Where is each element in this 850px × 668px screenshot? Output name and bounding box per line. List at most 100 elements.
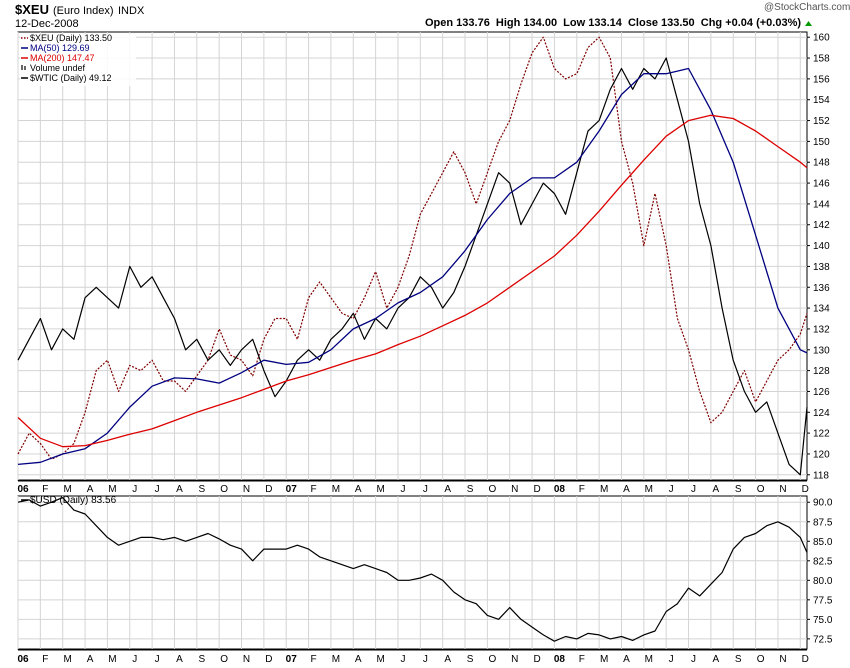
legend-entry-ma200: MA(200) 147.47 — [30, 53, 95, 63]
usd-x-tick-labels: 06 F M A M J J A S O N D 07 F M A M J J A S O N D 08 F M A M J J A S O N D — [17, 654, 808, 665]
x-tick-label: D — [533, 484, 540, 495]
y-tick-label: 124 — [813, 408, 830, 419]
x-tick-label: J — [400, 654, 405, 665]
x-tick-label: J — [155, 484, 160, 495]
x-tick-label: F — [42, 484, 48, 495]
x-tick-label: A — [176, 654, 183, 665]
series-line-ma-50 — [17, 67, 808, 466]
y-tick-label: 118 — [813, 470, 829, 481]
x-tick-label: 08 — [554, 654, 566, 665]
x-tick-label: J — [132, 484, 137, 495]
x-tick-label: S — [735, 484, 742, 495]
x-tick-label: D — [265, 484, 272, 495]
x-tick-label: A — [444, 654, 451, 665]
legend-entry-ma50: MA(50) 129.69 — [30, 43, 90, 53]
x-tick-label: M — [108, 654, 116, 665]
y-tick-label: 138 — [813, 262, 830, 273]
x-tick-label: A — [444, 484, 451, 495]
x-tick-label: O — [757, 484, 765, 495]
x-tick-label: F — [579, 654, 585, 665]
x-tick-label: 07 — [286, 484, 298, 495]
symbol-label: $XEU — [15, 2, 49, 17]
series-line-wtic-daily — [17, 57, 808, 476]
series-line-usd-daily — [17, 497, 808, 642]
y-tick-label: 120 — [813, 449, 830, 460]
main-x-tick-labels: 06 F M A M J J A S O N D 07 F M A M J J A S O N D 08 F M A M J J A S O N D — [17, 484, 808, 495]
y-tick-label: 144 — [813, 199, 830, 210]
quote-summary: Open 133.76 High 134.00 Low 133.14 Close… — [425, 17, 801, 29]
y-tick-label: 136 — [813, 283, 830, 294]
y-tick-label: 160 — [813, 33, 830, 44]
x-tick-label: 08 — [554, 484, 566, 495]
y-tick-label: 82.5 — [813, 556, 833, 567]
x-tick-label: A — [176, 484, 183, 495]
y-tick-label: 87.5 — [813, 517, 833, 528]
x-tick-label: M — [64, 484, 72, 495]
x-tick-label: M — [600, 484, 608, 495]
y-tick-label: 134 — [813, 304, 830, 315]
x-tick-label: J — [669, 654, 674, 665]
y-tick-label: 142 — [813, 220, 830, 231]
x-tick-label: N — [243, 484, 250, 495]
y-tick-label: 158 — [813, 54, 830, 65]
watermark-text: @StockCharts.com — [764, 2, 850, 13]
x-tick-label: O — [220, 654, 228, 665]
x-tick-label: O — [488, 654, 496, 665]
x-tick-label: O — [757, 654, 765, 665]
x-tick-label: S — [467, 484, 474, 495]
x-tick-label: A — [87, 484, 94, 495]
x-tick-label: A — [713, 484, 720, 495]
x-tick-label: S — [735, 654, 742, 665]
x-tick-label: J — [400, 484, 405, 495]
y-tick-label: 132 — [813, 324, 830, 335]
x-tick-label: M — [332, 654, 340, 665]
y-tick-label: 80.0 — [813, 576, 833, 587]
exchange-label: INDX — [118, 5, 145, 17]
x-tick-label: M — [332, 484, 340, 495]
legend-swatch-volume — [24, 66, 26, 70]
main-series — [17, 36, 808, 476]
y-tick-label: 146 — [813, 179, 830, 190]
y-tick-label: 90.0 — [813, 498, 833, 509]
legend-entry-xeu: $XEU (Daily) 133.50 — [30, 33, 112, 43]
x-tick-label: N — [779, 654, 786, 665]
x-tick-label: M — [376, 484, 384, 495]
x-tick-label: J — [423, 484, 428, 495]
main-y-tick-labels: 118 120 122 124 126 128 130 132 134 136 138 140 142 1… — [807, 33, 830, 481]
x-tick-label: M — [645, 654, 653, 665]
y-tick-label: 128 — [813, 366, 830, 377]
x-tick-label: J — [132, 654, 137, 665]
y-tick-label: 85.0 — [813, 537, 833, 548]
x-tick-label: A — [355, 654, 362, 665]
x-tick-label: 06 — [17, 654, 29, 665]
y-tick-label: 77.5 — [813, 595, 833, 606]
x-tick-label: N — [779, 484, 786, 495]
x-tick-label: N — [511, 654, 518, 665]
x-tick-label: J — [423, 654, 428, 665]
x-tick-label: S — [198, 654, 205, 665]
x-tick-label: F — [42, 654, 48, 665]
x-tick-label: A — [87, 654, 94, 665]
x-tick-label: A — [623, 654, 630, 665]
y-tick-label: 150 — [813, 137, 830, 148]
x-tick-label: F — [579, 484, 585, 495]
x-tick-label: F — [311, 484, 317, 495]
legend-background — [20, 34, 136, 86]
x-tick-label: S — [198, 484, 205, 495]
x-tick-label: A — [713, 654, 720, 665]
y-tick-label: 126 — [813, 387, 830, 398]
main-grid — [17, 32, 807, 480]
legend-entry-volume: Volume undef — [30, 63, 86, 73]
main-panel — [17, 31, 808, 481]
x-tick-label: J — [155, 654, 160, 665]
legend: $XEU (Daily) 133.50 MA(50) 129.69 MA(200… — [20, 33, 136, 86]
usd-legend: $USD (Daily) 83.56 — [21, 495, 117, 506]
x-tick-label: J — [691, 484, 696, 495]
x-tick-label: M — [376, 654, 384, 665]
usd-grid — [17, 496, 807, 649]
y-tick-label: 152 — [813, 116, 830, 127]
y-tick-label: 148 — [813, 158, 830, 169]
x-tick-label: M — [64, 654, 72, 665]
legend-entry-wtic: $WTIC (Daily) 49.12 — [30, 73, 112, 83]
